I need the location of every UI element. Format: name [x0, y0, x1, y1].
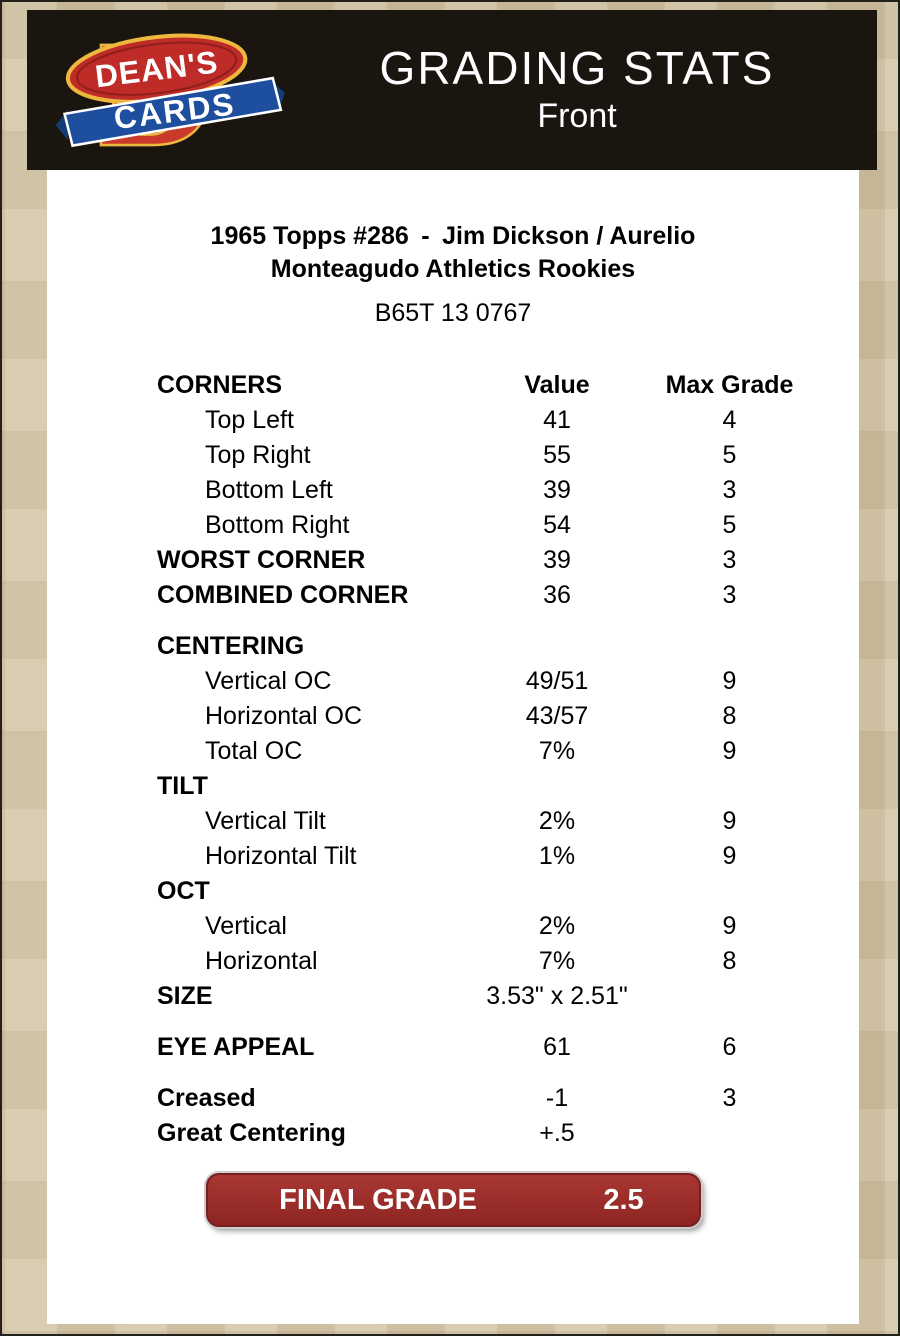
- row-great-centering: Great Centering +.5: [47, 1116, 859, 1151]
- final-grade-badge: FINAL GRADE 2.5: [205, 1173, 701, 1227]
- card-serial-number: B65T 13 0767: [374, 299, 532, 327]
- section-gap: [47, 1065, 859, 1081]
- card-title-line1: 1965 Topps #286 - Jim Dickson / Aurelio: [210, 222, 696, 250]
- row-value: +.5: [539, 1119, 575, 1147]
- row-horizontal-oc: Horizontal OC 43/57 8: [47, 699, 859, 734]
- row-value: 2%: [538, 807, 576, 835]
- row-max: 3: [722, 546, 737, 574]
- row-creased: Creased -1 3: [47, 1081, 859, 1116]
- row-label: Top Left: [205, 406, 294, 434]
- row-value: -1: [545, 1084, 569, 1112]
- row-label: Bottom Right: [205, 511, 350, 539]
- row-label: Creased: [157, 1084, 256, 1112]
- row-max: 4: [722, 406, 737, 434]
- row-oct-horizontal: Horizontal 7% 8: [47, 944, 859, 979]
- row-combined-corner: COMBINED CORNER 36 3: [47, 578, 859, 613]
- final-grade-value: 2.5: [603, 1183, 644, 1216]
- row-value: 7%: [538, 947, 576, 975]
- row-label: SIZE: [157, 982, 213, 1010]
- section-label-centering: CENTERING: [157, 632, 305, 660]
- row-label: Vertical Tilt: [205, 807, 326, 835]
- row-tilt-header: TILT: [47, 769, 859, 804]
- row-eye-appeal: EYE APPEAL 61 6: [47, 1030, 859, 1065]
- row-label: EYE APPEAL: [157, 1033, 315, 1061]
- header-bar: D DEAN'S CARDS GRADING STATS Front: [27, 10, 877, 170]
- row-value: 3.53" x 2.51": [486, 982, 628, 1010]
- row-vertical-tilt: Vertical Tilt 2% 9: [47, 804, 859, 839]
- row-value: 43/57: [525, 702, 589, 730]
- row-label: Bottom Left: [205, 476, 333, 504]
- row-horizontal-tilt: Horizontal Tilt 1% 9: [47, 839, 859, 874]
- row-value: 61: [543, 1033, 571, 1061]
- row-top-right: Top Right 55 5: [47, 438, 859, 473]
- row-max: 9: [722, 912, 737, 940]
- section-gap: [47, 613, 859, 629]
- deans-cards-logo-graphic: D DEAN'S CARDS: [55, 22, 285, 158]
- row-label: Horizontal OC: [205, 702, 362, 730]
- row-max: 3: [722, 581, 737, 609]
- row-label: Great Centering: [157, 1119, 346, 1147]
- row-top-left: Top Left 41 4: [47, 403, 859, 438]
- row-max: 9: [722, 667, 737, 695]
- header-titles: GRADING STATS Front: [307, 42, 877, 138]
- row-centering-header: CENTERING: [47, 629, 859, 664]
- section-label-tilt: TILT: [157, 772, 208, 800]
- row-corners-header: CORNERS Value Max Grade: [47, 368, 859, 403]
- row-max: 8: [722, 947, 737, 975]
- section-label-oct: OCT: [157, 877, 210, 905]
- row-label: COMBINED CORNER: [157, 581, 409, 609]
- page-title: GRADING STATS: [379, 42, 775, 94]
- row-max: 8: [722, 702, 737, 730]
- column-header-value: Value: [524, 371, 590, 399]
- row-bottom-left: Bottom Left 39 3: [47, 473, 859, 508]
- row-label: Horizontal: [205, 947, 318, 975]
- row-total-oc: Total OC 7% 9: [47, 734, 859, 769]
- row-label: Vertical: [205, 912, 287, 940]
- deans-cards-logo: D DEAN'S CARDS: [27, 20, 307, 160]
- row-max: 9: [722, 842, 737, 870]
- final-grade-label: FINAL GRADE: [279, 1183, 477, 1216]
- row-label: Vertical OC: [205, 667, 332, 695]
- row-value: 1%: [538, 842, 576, 870]
- row-oct-vertical: Vertical 2% 9: [47, 909, 859, 944]
- row-max: 9: [722, 807, 737, 835]
- row-size: SIZE 3.53" x 2.51": [47, 979, 859, 1014]
- row-label: Total OC: [205, 737, 303, 765]
- row-oct-header: OCT: [47, 874, 859, 909]
- row-value: 39: [543, 476, 571, 504]
- row-max: 5: [722, 511, 737, 539]
- row-value: 41: [543, 406, 571, 434]
- page-subtitle: Front: [537, 97, 617, 135]
- row-max: 3: [722, 1084, 737, 1112]
- row-label: WORST CORNER: [157, 546, 366, 574]
- row-max: 3: [722, 476, 737, 504]
- row-value: 36: [543, 581, 571, 609]
- row-value: 55: [543, 441, 571, 469]
- row-value: 7%: [538, 737, 576, 765]
- row-vertical-oc: Vertical OC 49/51 9: [47, 664, 859, 699]
- row-label: Horizontal Tilt: [205, 842, 357, 870]
- content-panel: 1965 Topps #286 - Jim Dickson / Aurelio …: [47, 170, 859, 1324]
- row-value: 54: [543, 511, 571, 539]
- section-label-corners: CORNERS: [157, 371, 283, 399]
- row-value: 49/51: [525, 667, 589, 695]
- row-value: 2%: [538, 912, 576, 940]
- row-worst-corner: WORST CORNER 39 3: [47, 543, 859, 578]
- section-gap: [47, 1014, 859, 1030]
- row-value: 39: [543, 546, 571, 574]
- row-bottom-right: Bottom Right 54 5: [47, 508, 859, 543]
- stats-table: CORNERS Value Max Grade Top Left 41 4 To…: [47, 368, 859, 1151]
- card-title-line2: Monteagudo Athletics Rookies: [270, 255, 636, 283]
- row-label: Top Right: [205, 441, 311, 469]
- row-max: 9: [722, 737, 737, 765]
- column-header-max-grade: Max Grade: [665, 371, 794, 399]
- row-max: 5: [722, 441, 737, 469]
- row-max: 6: [722, 1033, 737, 1061]
